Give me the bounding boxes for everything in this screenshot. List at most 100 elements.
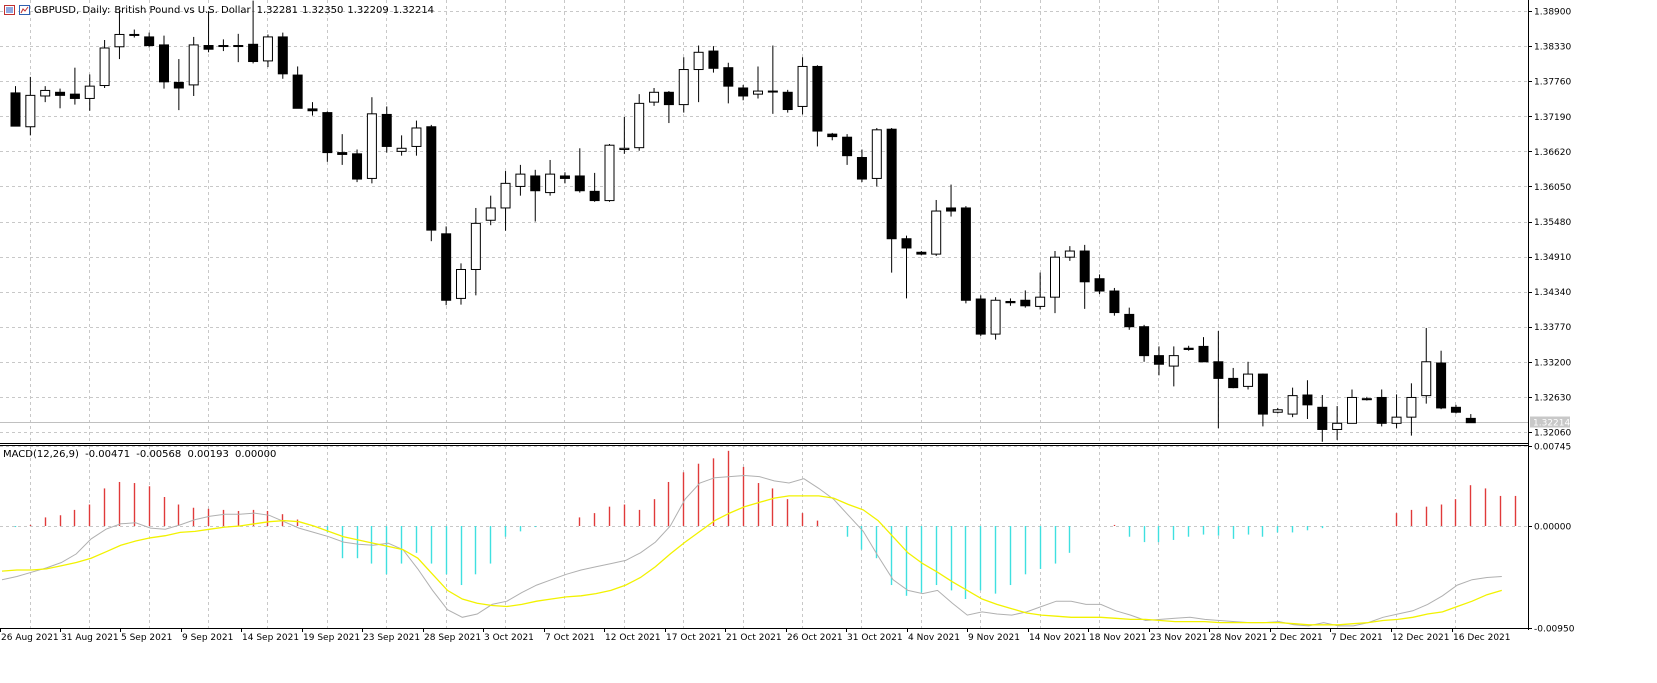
candle-body — [1139, 326, 1150, 357]
candle-body — [485, 207, 496, 221]
candle — [1391, 394, 1402, 429]
candle — [1139, 324, 1150, 362]
macd-signal-value: -0.00568 — [136, 449, 182, 460]
candle — [485, 195, 496, 226]
candle-body — [1421, 361, 1432, 397]
menu-icon[interactable] — [4, 5, 15, 15]
candle-body — [1287, 395, 1298, 415]
price-axis-label: 1.32060 — [1534, 428, 1571, 438]
candle-body — [114, 33, 125, 48]
chart-icon[interactable] — [19, 5, 30, 15]
candle-body — [886, 128, 897, 240]
candle-body — [426, 126, 437, 231]
candle-body — [708, 50, 719, 69]
candle-body — [1020, 299, 1031, 307]
candle-body — [1302, 394, 1313, 406]
price-axis-label: 1.38330 — [1534, 43, 1571, 53]
candle — [827, 132, 838, 141]
candle-body — [871, 129, 882, 179]
candle — [411, 120, 422, 156]
macd-histogram — [14, 450, 1517, 600]
candle — [352, 149, 363, 183]
candle — [144, 32, 155, 48]
candle — [159, 35, 169, 89]
candle-body — [159, 44, 169, 83]
date-label: 28 Sep 2021 — [424, 633, 481, 643]
candle — [812, 65, 823, 147]
date-label: 28 Nov 2021 — [1210, 633, 1268, 643]
candle — [1272, 407, 1283, 414]
candle — [1302, 380, 1313, 420]
current-price-label: 1.32214 — [1533, 419, 1570, 429]
date-label: 23 Sep 2021 — [363, 633, 420, 643]
candle-body — [1376, 396, 1387, 424]
candle-body — [1272, 409, 1283, 413]
candle-body — [693, 51, 704, 71]
date-label: 23 Nov 2021 — [1150, 633, 1208, 643]
candle-body — [663, 91, 674, 106]
candle-body — [396, 147, 407, 152]
candle — [1124, 307, 1135, 330]
candle — [723, 62, 734, 104]
candle — [678, 57, 689, 113]
candle — [663, 91, 674, 124]
candle — [1361, 396, 1372, 401]
candle — [1020, 290, 1031, 308]
candle — [99, 39, 110, 88]
candle — [1465, 414, 1476, 424]
candle-body — [292, 74, 303, 109]
candle-body — [545, 173, 556, 194]
date-label: 26 Oct 2021 — [787, 633, 843, 643]
date-label: 3 Oct 2021 — [484, 633, 534, 643]
candle — [233, 33, 244, 63]
candle-body — [797, 65, 808, 107]
candle — [589, 172, 600, 202]
chart-info-bar: GBPUSD, Daily: British Pound vs U.S. Dol… — [4, 3, 438, 17]
candle — [307, 102, 318, 116]
candle — [25, 76, 36, 136]
candle-body — [738, 87, 749, 97]
candle — [1228, 367, 1239, 389]
date-label: 18 Nov 2021 — [1089, 633, 1147, 643]
date-label: 26 Aug 2021 — [1, 633, 59, 643]
candle-body — [1406, 396, 1417, 418]
candle-body — [782, 91, 793, 111]
candle-body — [1347, 396, 1357, 424]
candle — [173, 59, 184, 111]
candles — [10, 0, 1476, 442]
candle-body — [827, 133, 838, 138]
candle-body — [277, 36, 288, 75]
candle-body — [619, 147, 630, 151]
candle — [40, 86, 51, 103]
candle-body — [99, 47, 110, 87]
macd-main-line — [1, 474, 1502, 627]
candle-body — [1183, 347, 1194, 350]
candle — [84, 74, 95, 111]
candle — [262, 34, 273, 68]
candle-body — [1361, 398, 1372, 401]
candle — [500, 171, 511, 231]
candle-body — [218, 45, 229, 48]
candle-body — [500, 182, 511, 209]
candle-body — [1109, 290, 1120, 314]
candle-body — [960, 207, 971, 301]
candle — [767, 45, 778, 114]
macd-axis-label: -0.00950 — [1534, 625, 1575, 635]
macd-hist-value: 0.00193 — [187, 449, 229, 460]
candle — [69, 67, 80, 105]
candle — [441, 226, 452, 306]
candle — [797, 57, 808, 115]
candle — [1376, 389, 1387, 427]
candle-body — [649, 91, 660, 103]
candle — [574, 148, 585, 193]
date-label: 14 Sep 2021 — [242, 633, 299, 643]
candle-body — [307, 108, 318, 112]
candle-body — [1124, 313, 1135, 328]
candle — [990, 297, 1001, 340]
candle-body — [856, 157, 867, 180]
candle-body — [1005, 300, 1016, 304]
price-axis-label: 1.32630 — [1534, 393, 1571, 403]
candle — [1450, 404, 1461, 414]
candle — [218, 39, 229, 52]
